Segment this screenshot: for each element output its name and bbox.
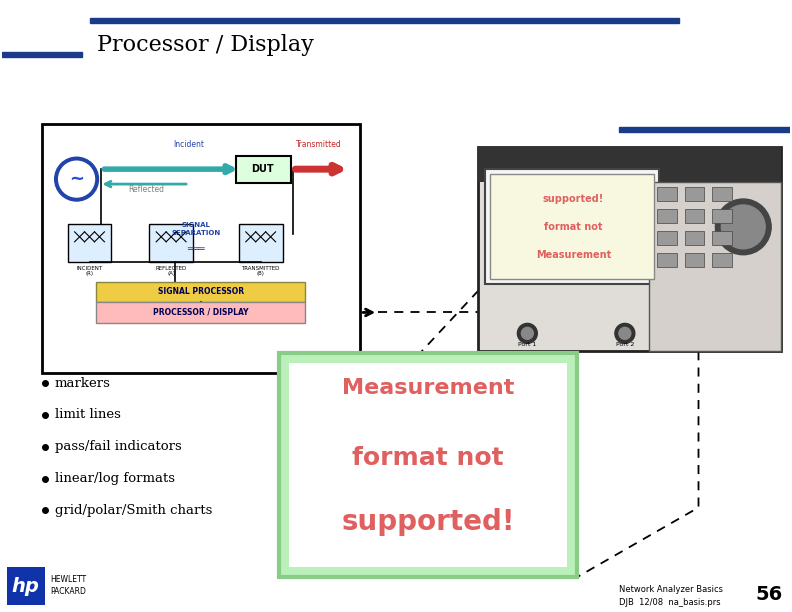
Bar bbox=[238, 224, 283, 262]
Bar bbox=[236, 156, 291, 183]
Text: linear/log formats: linear/log formats bbox=[55, 472, 175, 485]
Bar bbox=[649, 182, 781, 351]
Text: grid/polar/Smith charts: grid/polar/Smith charts bbox=[55, 504, 212, 517]
Bar bbox=[713, 231, 733, 245]
Text: REFLECTED
(A): REFLECTED (A) bbox=[155, 266, 187, 277]
Circle shape bbox=[615, 323, 635, 343]
Bar bbox=[657, 187, 676, 201]
Text: 56: 56 bbox=[756, 585, 782, 604]
Bar bbox=[89, 18, 679, 23]
Bar bbox=[619, 127, 790, 132]
Circle shape bbox=[715, 199, 771, 255]
Bar bbox=[684, 231, 704, 245]
Bar bbox=[684, 209, 704, 223]
Text: Measurement: Measurement bbox=[342, 378, 514, 398]
Bar bbox=[485, 169, 659, 283]
Text: hp: hp bbox=[12, 577, 40, 595]
Bar bbox=[713, 187, 733, 201]
Bar bbox=[2, 52, 82, 57]
Bar bbox=[97, 282, 306, 302]
Bar bbox=[713, 209, 733, 223]
Circle shape bbox=[55, 157, 98, 201]
Text: PACKARD: PACKARD bbox=[51, 586, 86, 595]
Text: format not: format not bbox=[352, 446, 504, 470]
Text: supported!: supported! bbox=[543, 194, 604, 204]
Text: pass/fail indicators: pass/fail indicators bbox=[55, 440, 181, 453]
Bar bbox=[7, 567, 44, 605]
Text: Transmitted: Transmitted bbox=[295, 140, 341, 149]
Text: PROCESSOR / DISPLAY: PROCESSOR / DISPLAY bbox=[153, 308, 249, 317]
Text: format not: format not bbox=[544, 222, 603, 232]
Text: Measurement: Measurement bbox=[535, 250, 611, 259]
Bar bbox=[478, 147, 781, 182]
Circle shape bbox=[722, 205, 765, 248]
Bar bbox=[42, 124, 360, 373]
Text: Incident: Incident bbox=[173, 140, 204, 149]
Text: Reflected: Reflected bbox=[128, 185, 164, 194]
Bar bbox=[713, 253, 733, 267]
Circle shape bbox=[517, 323, 537, 343]
Text: SIGNAL PROCESSOR: SIGNAL PROCESSOR bbox=[158, 287, 244, 296]
Bar bbox=[657, 209, 676, 223]
Text: limit lines: limit lines bbox=[55, 408, 120, 422]
Bar bbox=[489, 174, 653, 278]
Bar bbox=[97, 302, 306, 323]
Text: DUT: DUT bbox=[251, 164, 274, 174]
Circle shape bbox=[59, 161, 94, 197]
Text: ═══: ═══ bbox=[187, 244, 205, 254]
Bar bbox=[288, 363, 567, 567]
Bar bbox=[279, 353, 577, 577]
Text: Network Analyzer Basics
DJB  12/08  na_basis.prs: Network Analyzer Basics DJB 12/08 na_bas… bbox=[619, 585, 723, 606]
Text: supported!: supported! bbox=[341, 509, 515, 536]
Circle shape bbox=[619, 327, 631, 339]
Text: HEWLETT: HEWLETT bbox=[51, 575, 87, 584]
Bar bbox=[657, 253, 676, 267]
Text: Processor / Display: Processor / Display bbox=[97, 34, 314, 56]
Bar bbox=[478, 147, 781, 351]
Bar bbox=[149, 224, 193, 262]
Bar bbox=[67, 224, 112, 262]
Text: Port 2: Port 2 bbox=[615, 342, 634, 347]
Bar bbox=[684, 253, 704, 267]
Text: ~: ~ bbox=[69, 170, 84, 188]
Text: Port 1: Port 1 bbox=[518, 342, 536, 347]
Bar bbox=[657, 231, 676, 245]
Text: TRANSMITTED
(B): TRANSMITTED (B) bbox=[242, 266, 280, 277]
Text: INCIDENT
(R): INCIDENT (R) bbox=[77, 266, 103, 277]
Bar bbox=[684, 187, 704, 201]
Circle shape bbox=[521, 327, 533, 339]
Text: SIGNAL
SEPARATION: SIGNAL SEPARATION bbox=[171, 222, 221, 236]
Text: markers: markers bbox=[55, 376, 111, 390]
